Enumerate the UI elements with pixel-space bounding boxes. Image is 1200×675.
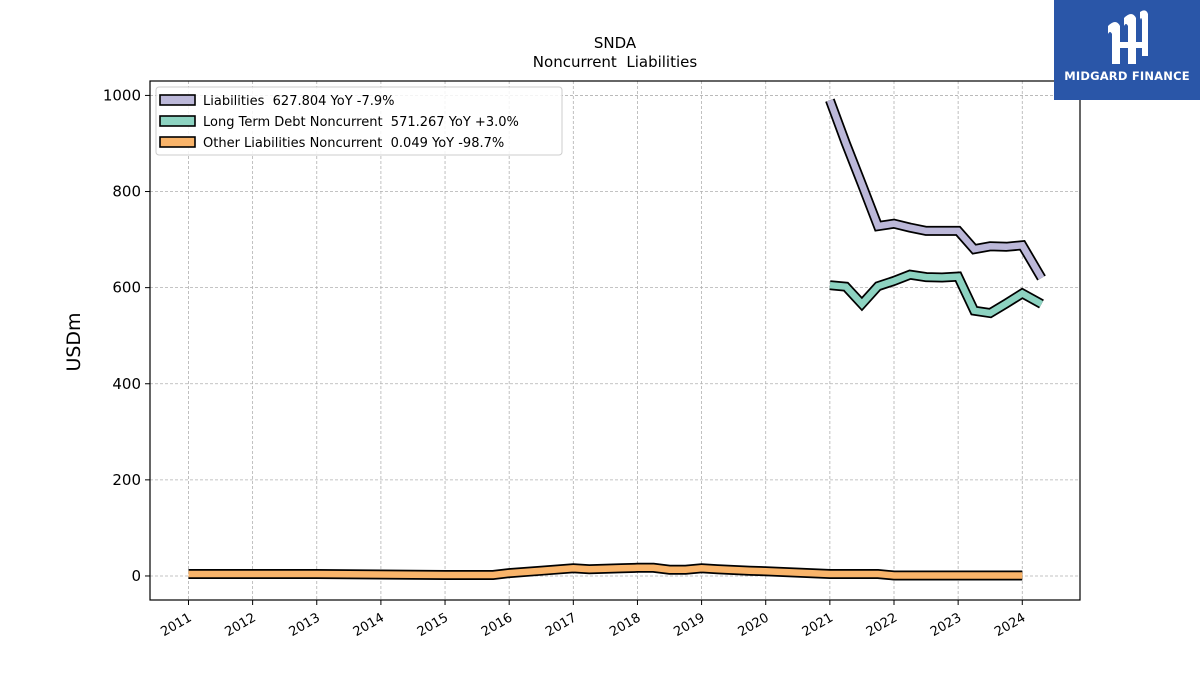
x-tick-label: 2022 [864,610,900,640]
y-tick-label: 1000 [103,86,141,104]
x-tick-label: 2020 [736,610,772,640]
legend-box [155,86,563,156]
plot-frame [149,80,1081,601]
x-tick-label: 2011 [158,610,194,640]
x-tick-label: 2017 [543,610,579,640]
series-line-0 [826,99,1045,280]
series-line-1 [829,271,1044,317]
x-tick-label: 2013 [287,610,323,640]
x-tick-label: 2018 [607,610,643,640]
y-tick-label: 200 [112,471,141,489]
y-tick-label: 600 [112,279,141,297]
brand-logo: MIDGARD FINANCE [1054,0,1200,100]
y-tick-label: 0 [131,567,141,585]
x-tick-label: 2015 [415,610,451,640]
y-tick-label: 800 [112,183,141,201]
legend-swatch-0 [159,94,196,106]
legend-label-0: Liabilities 627.804 YoY -7.9% [203,94,395,109]
series-lines [188,98,1046,581]
x-tick-label: 2012 [222,610,258,640]
x-axis: 2011 2012 2013 2014 2015 2016 2017 2018 2019 2020… [158,600,1028,640]
x-tick-label: 2019 [671,610,707,640]
y-axis: 0 200 400 600 800 1000 [103,86,150,585]
chart-title: SNDA [594,34,637,52]
logo-text: MIDGARD FINANCE [1064,69,1190,83]
series-line-2 [188,564,1023,579]
legend-label-2: Other Liabilities Noncurrent 0.049 YoY -… [203,136,504,151]
logo-mark-icon [1108,10,1148,64]
y-axis-label: USDm [63,312,85,371]
x-tick-label: 2014 [351,610,387,640]
x-tick-label: 2021 [800,610,836,640]
legend: Liabilities 627.804 YoY -7.9% Long Term D… [155,86,563,156]
x-tick-label: 2024 [992,610,1028,640]
grid [150,81,1080,600]
x-tick-label: 2023 [928,610,964,640]
legend-swatch-2 [159,136,196,148]
legend-swatch-1 [159,115,196,127]
y-tick-label: 400 [112,375,141,393]
x-tick-label: 2016 [479,610,515,640]
legend-label-1: Long Term Debt Noncurrent 571.267 YoY +3… [203,115,519,130]
chart-subtitle: Noncurrent Liabilities [533,53,698,71]
